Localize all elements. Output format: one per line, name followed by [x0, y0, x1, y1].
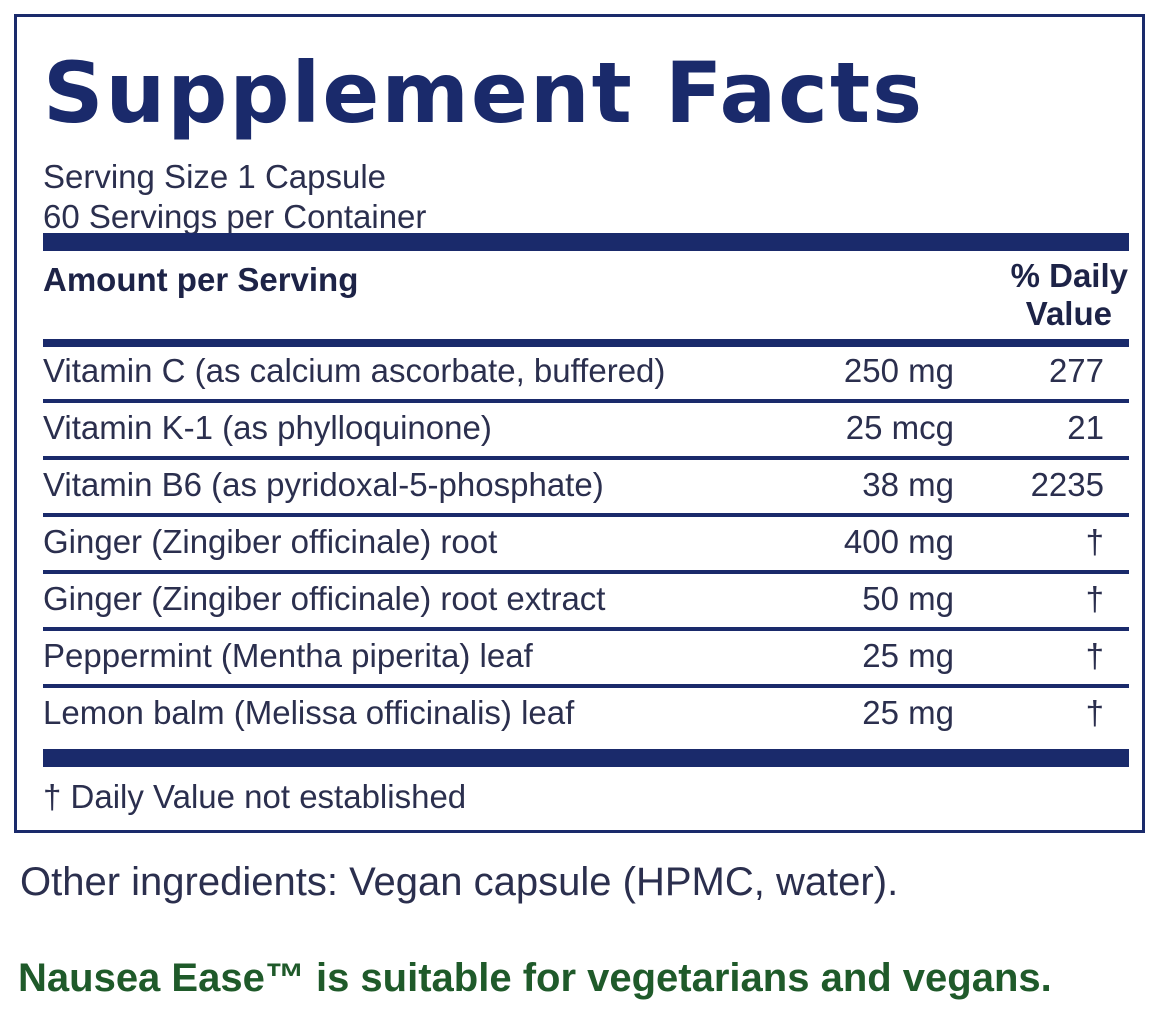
row-divider — [43, 627, 1129, 631]
nutrient-name: Vitamin B6 (as pyridoxal-5-phosphate) — [43, 466, 604, 503]
divider-header — [43, 339, 1129, 347]
nutrient-name: Vitamin C (as calcium ascorbate, buffere… — [43, 352, 666, 389]
nutrient-amount: 25 mg — [862, 637, 954, 674]
nutrient-amount: 38 mg — [862, 466, 954, 503]
amount-per-serving-header: Amount per Serving — [43, 261, 359, 298]
nutrient-name: Vitamin K-1 (as phylloquinone) — [43, 409, 492, 446]
row-divider — [43, 513, 1129, 517]
nutrient-daily-value: † — [1085, 694, 1104, 731]
nutrient-daily-value: † — [1085, 637, 1104, 674]
row-divider — [43, 456, 1129, 460]
row-divider — [43, 684, 1129, 688]
divider-thick-top — [43, 233, 1129, 251]
nutrient-amount: 50 mg — [862, 580, 954, 617]
daily-value-header-line1: % Daily — [1010, 257, 1128, 294]
servings-per-container: 60 Servings per Container — [43, 198, 427, 235]
nutrient-amount: 250 mg — [843, 352, 954, 389]
row-divider — [43, 570, 1129, 574]
nutrient-daily-value: 21 — [1067, 409, 1104, 446]
nutrient-daily-value: 2235 — [1030, 466, 1104, 503]
row-divider — [43, 399, 1129, 403]
nutrient-daily-value: 277 — [1048, 352, 1104, 389]
serving-info: Serving Size 1 Capsule 60 Servings per C… — [43, 157, 426, 237]
nutrient-daily-value: † — [1085, 580, 1104, 617]
daily-value-header-line2: Value — [1025, 295, 1112, 332]
nutrient-daily-value: † — [1085, 523, 1104, 560]
vegan-statement: Nausea Ease™ is suitable for vegetarians… — [18, 956, 1052, 1000]
nutrient-amount: 400 mg — [843, 523, 954, 560]
nutrient-amount: 25 mcg — [845, 409, 954, 446]
divider-thick-bottom — [43, 749, 1129, 767]
footnote: † Daily Value not established — [43, 778, 467, 815]
nutrient-name: Lemon balm (Melissa officinalis) leaf — [43, 694, 575, 731]
supplement-facts-panel: Supplement Facts Serving Size 1 Capsule … — [14, 14, 1145, 833]
serving-size: Serving Size 1 Capsule — [43, 158, 387, 195]
nutrient-name: Ginger (Zingiber officinale) root — [43, 523, 498, 560]
other-ingredients: Other ingredients: Vegan capsule (HPMC, … — [20, 860, 899, 904]
nutrient-name: Ginger (Zingiber officinale) root extrac… — [43, 580, 606, 617]
nutrient-amount: 25 mg — [862, 694, 954, 731]
daily-value-header: % Daily Value — [1011, 257, 1128, 333]
panel-title: Supplement Facts — [43, 44, 925, 142]
nutrient-name: Peppermint (Mentha piperita) leaf — [43, 637, 533, 674]
